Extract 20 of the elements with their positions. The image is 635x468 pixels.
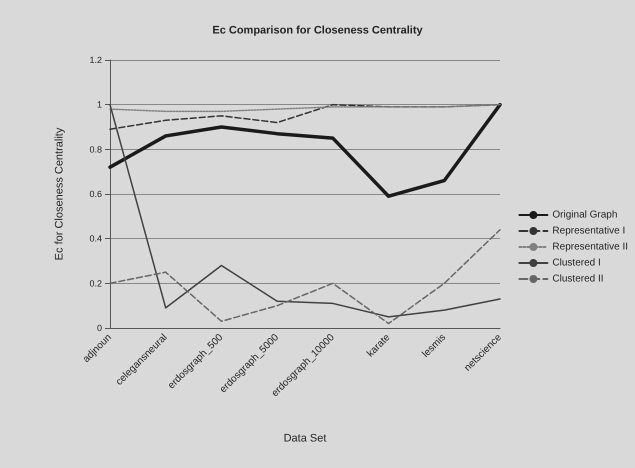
- y-tick-label: 0.6: [89, 189, 102, 199]
- x-axis-title: Data Set: [284, 432, 326, 444]
- line-series: [109, 104, 501, 130]
- y-tick-label: 1: [96, 100, 102, 110]
- y-tick-label: 0: [96, 323, 102, 333]
- legend-label: Clustered II: [552, 274, 604, 284]
- line-series: [108, 102, 502, 198]
- y-tick-label: 0.4: [89, 234, 102, 244]
- y-tick-label: 1.2: [89, 55, 102, 65]
- legend-label: Original Graph: [552, 210, 618, 220]
- line-series: [109, 104, 501, 318]
- y-tick-label: 0.2: [89, 278, 102, 288]
- y-tick-label: 0.8: [89, 144, 102, 154]
- chart-title: Ec Comparison for Closeness Centrality: [212, 24, 424, 36]
- line-series: [109, 104, 501, 112]
- legend-label: Clustered I: [552, 258, 601, 268]
- legend-label: Representative I: [552, 226, 626, 236]
- y-axis-title: Ec for Closeness Centrality: [54, 127, 66, 260]
- legend-label: Representative II: [552, 242, 628, 252]
- line-series: [109, 228, 501, 324]
